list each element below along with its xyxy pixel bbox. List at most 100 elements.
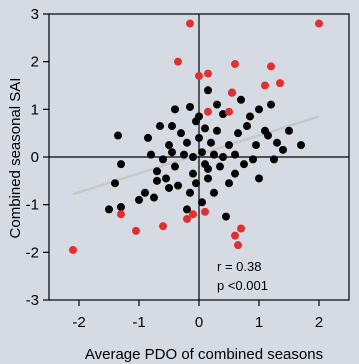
black-point-5 — [135, 195, 143, 204]
black-point-63 — [267, 100, 275, 109]
black-point-2 — [117, 203, 125, 212]
black-point-52 — [234, 129, 242, 138]
y-axis-title: Combined seasonal SAI — [7, 78, 24, 239]
x-tick-label-2: 2 — [315, 314, 323, 331]
black-point-60 — [255, 174, 263, 183]
black-point-0 — [111, 179, 119, 188]
correlation-annotation: r = 0.38 — [217, 259, 261, 274]
black-point-45 — [219, 110, 227, 119]
red-point-14 — [234, 241, 242, 250]
red-point-6 — [186, 19, 194, 28]
black-point-11 — [156, 122, 164, 131]
red-point-15 — [237, 224, 245, 233]
black-point-38 — [207, 138, 215, 147]
black-point-24 — [186, 188, 194, 197]
red-point-5 — [183, 214, 191, 223]
black-point-71 — [204, 164, 212, 173]
red-point-13 — [231, 231, 239, 240]
x-tick-label-0: 0 — [195, 314, 203, 331]
p-value-annotation: p <0.001 — [217, 278, 268, 293]
red-point-8 — [195, 71, 203, 80]
black-point-54 — [240, 160, 248, 169]
black-point-59 — [255, 105, 263, 114]
black-point-47 — [225, 141, 233, 150]
red-point-7 — [189, 210, 197, 219]
black-point-41 — [213, 126, 221, 135]
black-point-70 — [153, 176, 161, 185]
black-point-9 — [144, 133, 152, 142]
black-point-20 — [177, 129, 185, 138]
red-point-12 — [231, 60, 239, 69]
black-point-22 — [183, 205, 191, 214]
black-point-56 — [246, 112, 254, 121]
black-point-51 — [231, 169, 239, 178]
red-point-19 — [315, 19, 323, 28]
black-point-8 — [147, 150, 155, 159]
black-point-3 — [114, 131, 122, 140]
black-point-58 — [252, 141, 260, 150]
black-point-25 — [186, 102, 194, 111]
black-point-1 — [105, 205, 113, 214]
black-point-48 — [225, 179, 233, 188]
y-tick-label-1: 1 — [31, 101, 39, 118]
black-point-67 — [285, 126, 293, 135]
black-point-30 — [195, 112, 203, 121]
black-point-23 — [183, 138, 191, 147]
black-point-17 — [171, 162, 179, 171]
y-tick-label-2: 2 — [31, 54, 39, 71]
x-axis-title: Average PDO of combined seasons — [85, 346, 323, 363]
black-point-33 — [198, 198, 206, 207]
black-point-53 — [237, 95, 245, 104]
black-point-44 — [219, 153, 227, 161]
black-point-26 — [189, 169, 197, 178]
red-point-21 — [204, 107, 212, 116]
y-tick-label--1: -1 — [26, 197, 39, 214]
y-tick-label--2: -2 — [26, 244, 39, 261]
black-point-68 — [297, 141, 305, 150]
red-point-0 — [69, 245, 77, 254]
black-point-10 — [153, 167, 161, 176]
x-tick-label--2: -2 — [72, 314, 85, 331]
red-point-16 — [261, 81, 269, 90]
black-point-66 — [279, 145, 287, 154]
black-point-34 — [201, 124, 209, 133]
black-point-21 — [180, 150, 188, 159]
black-point-13 — [162, 174, 170, 183]
black-point-43 — [216, 162, 224, 171]
black-point-42 — [213, 100, 221, 109]
black-point-55 — [243, 122, 251, 131]
red-point-3 — [159, 222, 167, 231]
axis-ticks: -2 -1 0 1 2 -3 -2 -1 0 1 2 3 — [26, 6, 324, 331]
black-point-62 — [264, 131, 272, 140]
black-point-6 — [141, 188, 149, 197]
red-point-20 — [225, 107, 233, 116]
black-point-37 — [204, 174, 212, 183]
black-point-27 — [189, 153, 197, 161]
red-point-9 — [201, 207, 209, 216]
black-point-15 — [165, 141, 173, 150]
red-point-10 — [204, 69, 212, 78]
y-tick-label-0: 0 — [31, 149, 39, 166]
black-point-14 — [165, 183, 173, 192]
black-point-50 — [231, 150, 239, 159]
data-points — [69, 19, 323, 254]
y-tick-label-3: 3 — [31, 6, 39, 23]
red-point-4 — [174, 57, 182, 66]
black-point-28 — [192, 179, 200, 188]
red-point-11 — [228, 88, 236, 97]
black-point-69 — [168, 122, 176, 131]
black-point-19 — [174, 181, 182, 190]
black-point-12 — [159, 155, 167, 164]
black-point-18 — [171, 105, 179, 114]
black-point-46 — [222, 212, 230, 221]
red-point-18 — [276, 79, 284, 88]
black-point-65 — [273, 138, 281, 147]
black-point-40 — [210, 188, 218, 197]
y-tick-label--3: -3 — [26, 292, 39, 309]
x-tick-label--1: -1 — [132, 314, 145, 331]
black-point-39 — [210, 150, 218, 159]
black-point-4 — [117, 160, 125, 169]
red-point-17 — [267, 62, 275, 71]
x-tick-label-1: 1 — [255, 314, 263, 331]
